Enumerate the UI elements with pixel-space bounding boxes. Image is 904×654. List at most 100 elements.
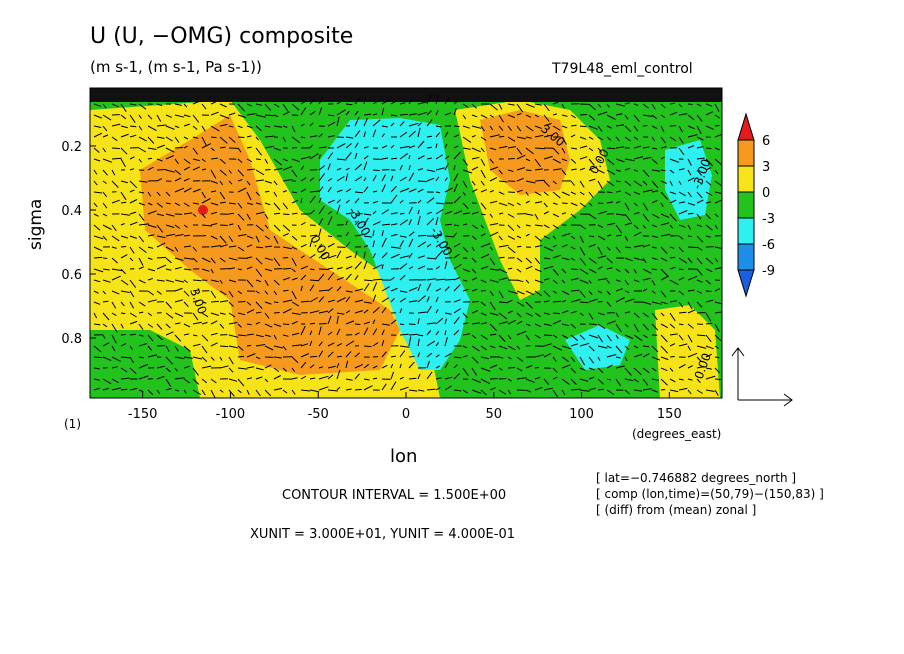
vector-arrow (165, 224, 175, 228)
vector-arrow (561, 114, 568, 117)
vector-arrow (228, 136, 236, 143)
vector-arrow (660, 378, 668, 386)
vector-arrow (291, 246, 298, 250)
vector-arrow (525, 191, 529, 196)
vector-arrow (597, 266, 603, 270)
vector-arrow (228, 235, 234, 243)
vector-arrow (633, 353, 643, 358)
vector-arrow (129, 246, 135, 254)
vector-arrow (498, 312, 508, 320)
vector-arrow (642, 146, 650, 149)
vector-arrow (570, 180, 575, 186)
vector-arrow (300, 107, 307, 116)
vector-arrow (318, 97, 324, 105)
vector-arrow (291, 377, 298, 380)
vector-arrow (120, 133, 129, 138)
vector-arrow (462, 191, 466, 196)
vector-arrow (525, 265, 533, 270)
vector-arrow (183, 268, 192, 271)
vector-arrow (516, 154, 526, 160)
vector-arrow (354, 310, 364, 314)
vector-arrow (147, 334, 154, 342)
y-tick-label: 0.6 (61, 268, 82, 283)
vector-arrow (273, 202, 281, 211)
vector-arrow (102, 356, 112, 361)
vector-arrow (201, 257, 211, 263)
vector-arrow (192, 312, 199, 321)
vector-arrow (552, 356, 557, 362)
vector-arrow (615, 297, 625, 303)
vector-arrow (534, 201, 543, 204)
vector-arrow (129, 103, 137, 106)
vector-arrow (336, 204, 341, 215)
vector-arrow (615, 169, 621, 172)
vector-arrow (399, 333, 409, 336)
vector-arrow (606, 257, 613, 264)
vector-arrow (120, 356, 131, 359)
vector-arrow (309, 110, 316, 116)
vector-arrow (183, 123, 190, 127)
vector-arrow (534, 235, 542, 242)
vector-arrow (615, 365, 625, 369)
vector-arrow (156, 136, 165, 139)
vector-arrow (525, 301, 533, 309)
vector-arrow (111, 312, 117, 317)
vector-arrow (282, 158, 288, 162)
vector-arrow (561, 212, 567, 215)
vector-arrow (507, 224, 515, 232)
vector-arrow (327, 121, 336, 127)
vector-arrow (363, 363, 370, 369)
vector-arrow (192, 125, 198, 130)
vector-arrow (372, 169, 380, 172)
vector-arrow (201, 389, 206, 396)
vector-arrow (624, 378, 634, 382)
vector-arrow (255, 367, 264, 371)
vector-arrow (156, 103, 163, 107)
vector-arrow (318, 326, 322, 336)
vector-arrow (147, 354, 158, 358)
vector-arrow (291, 389, 296, 395)
vector-arrow (345, 231, 350, 237)
vector-arrow (102, 235, 108, 241)
vector-arrow (354, 332, 360, 336)
vector-arrow (417, 155, 425, 160)
vector-arrow (408, 231, 415, 237)
vector-arrow (102, 202, 108, 209)
vector-arrow (192, 356, 202, 360)
vector-arrow (381, 125, 388, 128)
vector-arrow (237, 114, 246, 118)
vector-arrow (165, 378, 172, 388)
vector-arrow (354, 176, 363, 182)
vector-arrow (435, 265, 441, 270)
vector-arrow (165, 246, 175, 252)
vector-arrow (282, 323, 290, 325)
x-tick-label: -50 (308, 407, 329, 422)
vector-arrow (642, 288, 648, 292)
vector-arrow (687, 345, 692, 351)
vector-arrow (327, 186, 332, 193)
vector-arrow (201, 158, 206, 162)
vector-arrow (192, 99, 203, 105)
vector-arrow (228, 112, 236, 116)
vector-arrow (228, 334, 239, 338)
vector-arrow (651, 389, 659, 393)
contour-interval: CONTOUR INTERVAL = 1.500E+00 (282, 488, 507, 503)
vector-arrow (219, 235, 227, 244)
vector-arrow (264, 312, 270, 319)
vector-arrow (606, 290, 611, 296)
vector-arrow (705, 290, 712, 292)
vector-arrow (678, 201, 686, 204)
vector-arrow (651, 147, 658, 150)
vector-arrow (237, 389, 242, 394)
vector-arrow (336, 116, 340, 127)
vector-arrow (471, 345, 480, 352)
vector-arrow (705, 353, 713, 358)
vector-arrow (489, 176, 498, 182)
vector-arrow (228, 321, 238, 325)
vector-arrow (363, 378, 370, 381)
vector-arrow (660, 213, 670, 218)
vector-arrow (174, 389, 180, 392)
vector-arrow (408, 300, 418, 303)
vector-arrow (138, 114, 142, 119)
y-tick-label: 0.4 (61, 204, 82, 219)
